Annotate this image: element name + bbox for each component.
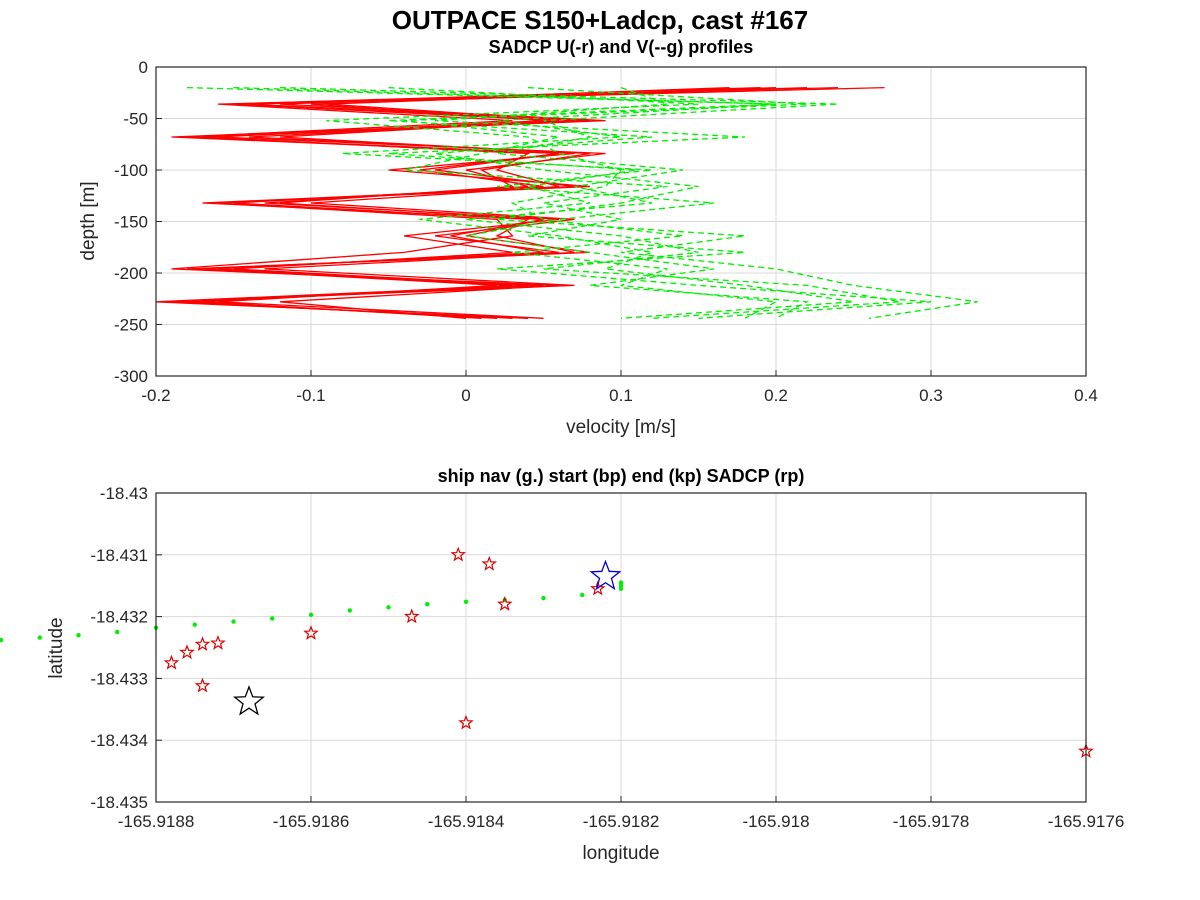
profile-y-tick-label: -150: [114, 213, 148, 232]
nav-track-point: [115, 629, 120, 635]
sadcp-point-marker: [194, 677, 211, 693]
nav-track-point: [463, 599, 469, 604]
profile-grid: [155, 66, 1087, 377]
sadcp-point-marker: [194, 636, 211, 652]
start-position-marker: [589, 559, 622, 591]
profile-title: SADCP U(-r) and V(--g) profiles: [489, 37, 754, 57]
nav-track-point: [37, 635, 42, 640]
sadcp-point-marker: [303, 625, 319, 640]
sadcp-point-marker: [458, 714, 474, 730]
sadcp-point-marker: [179, 644, 195, 660]
v-velocity-profile: [326, 86, 779, 319]
sadcp-point-marker: [481, 555, 498, 571]
profile-x-label: velocity [m/s]: [566, 417, 676, 438]
nav-y-tick-label: -18.433: [90, 669, 148, 688]
nav-x-tick-label: -165.9184: [428, 812, 505, 831]
nav-y-tick-label: -18.431: [90, 546, 148, 565]
nav-track-point: [618, 580, 624, 585]
nav-y-tick-label: -18.432: [90, 608, 148, 627]
nav-grid: [155, 492, 1087, 803]
profile-x-tick-label: 0.4: [1074, 386, 1098, 405]
figure-title: OUTPACE S150+Ladcp, cast #167: [392, 5, 808, 35]
sadcp-point-marker: [589, 580, 606, 596]
nav-x-label: longitude: [582, 843, 659, 864]
nav-ticks: -165.9188 -165.9186 -165.9184 -165.9182 -165…: [90, 484, 1124, 831]
nav-track-point: [0, 637, 4, 643]
profile-y-tick-label: 0: [139, 58, 148, 77]
u-velocity-profile: [171, 86, 839, 319]
sadcp-point-marker: [450, 546, 467, 562]
nav-x-tick-label: -165.9182: [583, 812, 660, 831]
nav-track-point: [580, 592, 585, 598]
nav-track-point: [192, 622, 197, 627]
sadcp-point-marker: [496, 596, 513, 611]
nav-x-tick-label: -165.918: [742, 812, 809, 831]
nav-y-tick-label: -18.43: [100, 484, 148, 503]
profile-y-tick-label: -50: [123, 110, 148, 129]
nav-track-point: [618, 583, 624, 588]
nav-track-point: [76, 632, 81, 638]
profile-y-label: depth [m]: [78, 181, 99, 260]
nav-title: ship nav (g.) start (bp) end (kp) SADCP …: [438, 466, 805, 486]
nav-axes: ship nav (g.) start (bp) end (kp) SADCP …: [0, 466, 1124, 864]
nav-y-label: latitude: [46, 617, 67, 678]
profile-x-tick-label: 0.1: [609, 386, 633, 405]
nav-track-point: [270, 616, 275, 621]
nav-x-tick-label: -165.9176: [1048, 812, 1125, 831]
profile-y-tick-label: -250: [114, 316, 148, 335]
profile-x-tick-label: -0.1: [296, 386, 325, 405]
nav-x-tick-label: -165.9186: [273, 812, 350, 831]
sadcp-point-marker: [210, 634, 226, 650]
nav-track-point: [231, 619, 236, 624]
profile-axes: SADCP U(-r) and V(--g) profiles -0.2 -0.1…: [78, 37, 1098, 438]
v-velocity-profile: [186, 86, 978, 319]
nav-y-tick-label: -18.434: [90, 731, 148, 750]
nav-plot-area: [0, 546, 1094, 758]
nav-track-point: [618, 586, 624, 591]
nav-track-point: [347, 608, 352, 613]
profile-x-tick-label: 0.2: [764, 386, 788, 405]
nav-x-tick-label: -165.9188: [118, 812, 195, 831]
sadcp-point-marker: [403, 608, 420, 624]
end-position-marker: [232, 685, 266, 716]
v-velocity-profile: [279, 86, 901, 319]
nav-track-point: [425, 602, 430, 607]
profile-y-tick-label: -300: [114, 367, 148, 386]
profile-y-tick-label: -100: [114, 161, 148, 180]
profile-x-tick-label: 0: [461, 386, 470, 405]
v-velocity-profile: [403, 86, 932, 319]
profile-ticks: -0.2 -0.1 0 0.1 0.2 0.3 0.4 0 -50 -100 -150 -200 -25…: [114, 58, 1098, 405]
nav-y-tick-label: -18.435: [90, 793, 148, 812]
nav-track-point: [386, 605, 391, 610]
profile-x-tick-label: -0.2: [141, 386, 170, 405]
profile-x-tick-label: 0.3: [919, 386, 943, 405]
nav-track-point: [308, 612, 314, 617]
profile-plot-area: [155, 86, 978, 319]
nav-x-tick-label: -165.9178: [893, 812, 970, 831]
sadcp-point-marker: [163, 654, 180, 670]
profile-y-tick-label: -200: [114, 264, 148, 283]
nav-track-point: [541, 595, 546, 601]
